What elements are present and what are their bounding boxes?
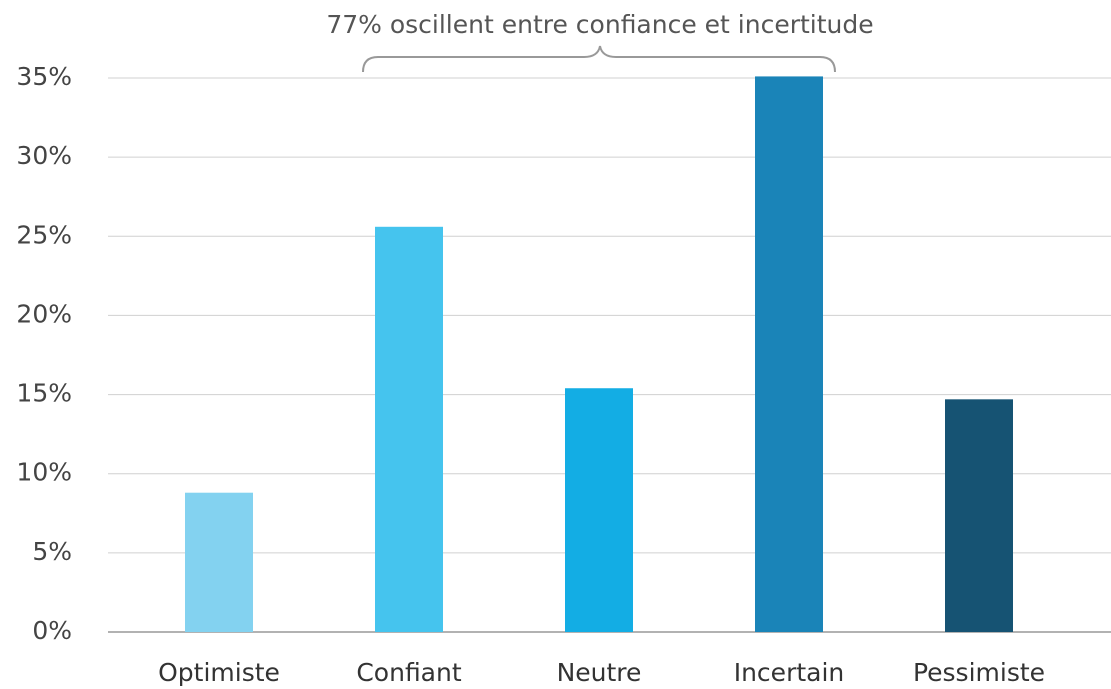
- bar: [375, 226, 443, 632]
- y-tick-label: 35%: [16, 62, 72, 91]
- y-tick-label: 20%: [16, 299, 72, 328]
- bar: [755, 76, 823, 633]
- y-tick-label: 25%: [16, 220, 72, 249]
- bar: [945, 399, 1013, 632]
- x-tick-label: Pessimiste: [913, 658, 1045, 687]
- bar: [185, 492, 253, 632]
- y-tick-label: 15%: [16, 379, 72, 408]
- y-tick-label: 30%: [16, 141, 72, 170]
- brace: [362, 45, 836, 73]
- x-tick-label: Neutre: [557, 658, 642, 687]
- x-tick-label: Optimiste: [158, 658, 280, 687]
- bar: [565, 388, 633, 632]
- y-tick-label: 10%: [16, 458, 72, 487]
- annotation: 77% oscillent entre confiance et incerti…: [326, 10, 873, 39]
- y-tick-label: 5%: [32, 537, 72, 566]
- x-tick-label: Confiant: [356, 658, 462, 687]
- y-tick-label: 0%: [32, 616, 72, 645]
- x-tick-label: Incertain: [734, 658, 845, 687]
